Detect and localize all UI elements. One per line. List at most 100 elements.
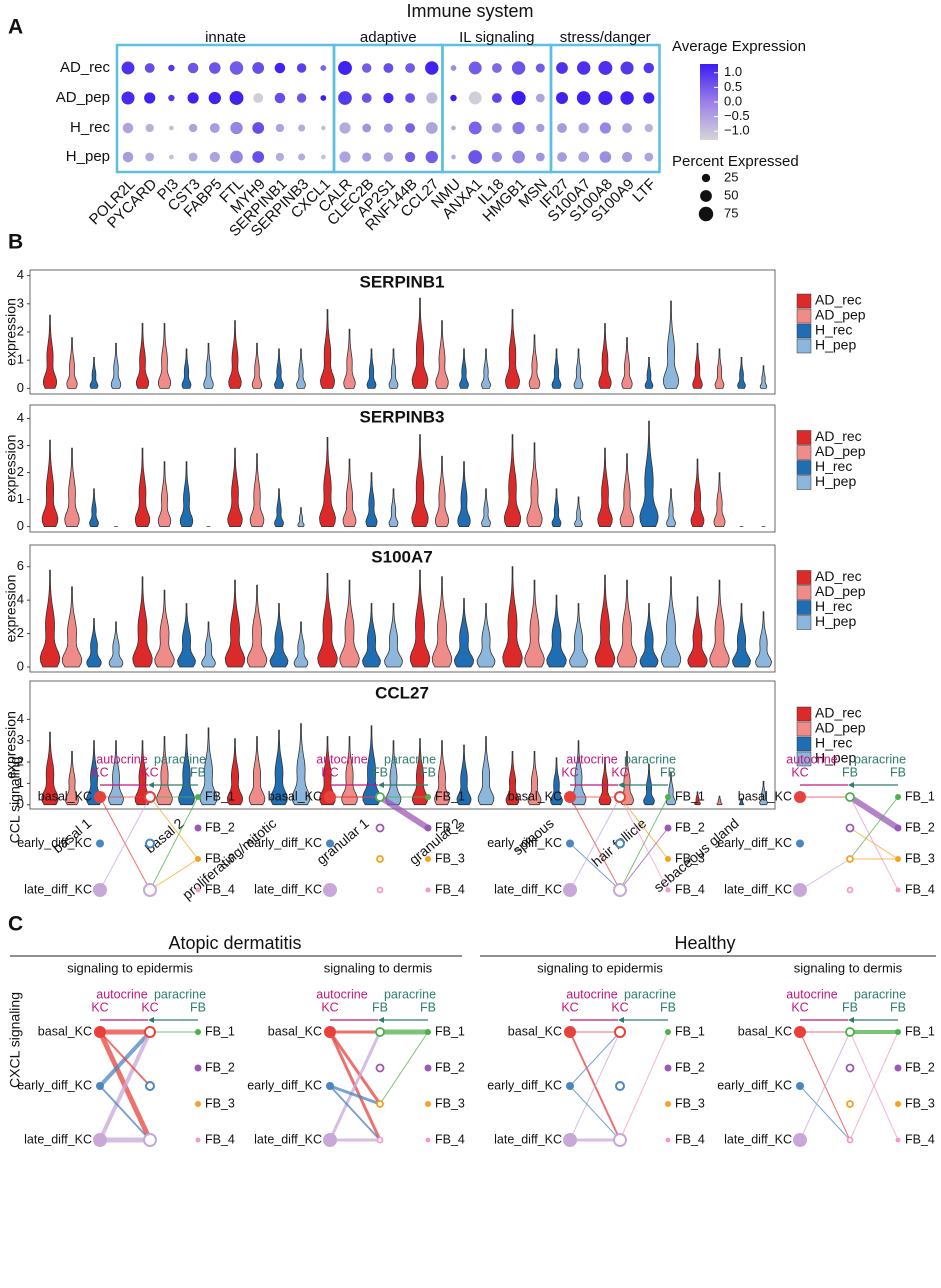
node	[664, 824, 672, 832]
violin	[296, 348, 306, 389]
dot	[491, 123, 502, 133]
color-tick-label: 0.0	[724, 93, 742, 108]
node-label: FB_2	[435, 820, 465, 834]
dot	[229, 61, 244, 75]
header: KC	[611, 765, 628, 779]
violin	[157, 461, 172, 527]
y-axis-label: expression	[3, 298, 19, 366]
row-label: CXCL signaling	[7, 992, 23, 1088]
node	[664, 1064, 672, 1072]
violin	[505, 751, 520, 806]
violin	[619, 453, 635, 527]
header: FB	[190, 765, 206, 779]
node	[195, 1137, 201, 1143]
edge	[149, 796, 199, 860]
violin	[385, 740, 402, 806]
node-label: FB_1	[435, 1024, 465, 1038]
arrowhead	[618, 782, 624, 788]
node-label: basal_KC	[508, 789, 562, 803]
node	[894, 1064, 902, 1072]
arrowhead	[848, 1017, 854, 1023]
violin	[759, 365, 768, 389]
violin	[737, 356, 746, 389]
node	[563, 1133, 577, 1147]
violin	[453, 598, 475, 668]
dot	[404, 151, 416, 163]
node-label: FB_4	[905, 882, 935, 896]
node	[425, 887, 431, 893]
violin	[738, 797, 745, 806]
legend-label: AD_rec	[815, 705, 862, 721]
legend-swatch	[796, 736, 812, 752]
dot	[598, 61, 613, 75]
legend-title: Average Expression	[672, 38, 806, 55]
edge	[569, 1085, 621, 1141]
legend-swatch	[796, 615, 812, 630]
violin	[274, 348, 284, 389]
header: autocrine	[786, 752, 837, 766]
violin	[639, 420, 659, 527]
dot	[230, 121, 243, 135]
violin	[481, 348, 491, 389]
header: autocrine	[96, 752, 147, 766]
node	[665, 1101, 671, 1107]
node	[424, 824, 432, 832]
dot	[145, 152, 155, 162]
dot	[468, 61, 482, 75]
node-label: basal_KC	[268, 789, 322, 803]
arrowhead	[148, 782, 154, 788]
node	[94, 791, 106, 803]
violin	[297, 507, 305, 527]
y-tick-label: 0	[17, 518, 24, 533]
node-label: late_diff_KC	[494, 1132, 562, 1146]
node	[324, 1026, 336, 1038]
header: autocrine	[96, 987, 147, 1001]
dot	[121, 61, 135, 75]
node-label: FB_2	[905, 1060, 935, 1074]
node-label: basal_KC	[268, 1024, 322, 1038]
node-label: basal_KC	[738, 1024, 792, 1038]
y-tick-label: 4	[17, 592, 24, 607]
node	[375, 823, 385, 833]
panel-label: C	[8, 913, 23, 936]
header: autocrine	[566, 752, 617, 766]
violin	[178, 733, 195, 806]
dot	[145, 123, 154, 133]
dot	[383, 92, 394, 104]
violin	[732, 603, 751, 668]
node	[93, 1133, 107, 1147]
dot	[208, 91, 221, 105]
violin	[339, 579, 360, 668]
header: FB	[420, 1000, 436, 1014]
violin	[366, 348, 377, 389]
dot	[599, 122, 611, 134]
violin	[759, 780, 768, 806]
row-label: CCL signaling	[7, 757, 23, 844]
violin	[594, 574, 616, 668]
edge	[149, 858, 199, 891]
violin	[598, 323, 612, 389]
legend-label: H_pep	[815, 473, 856, 489]
dot	[468, 121, 482, 135]
dot	[320, 154, 326, 160]
y-tick-label: 2	[17, 323, 24, 338]
header: paracrine	[384, 752, 436, 766]
dot	[426, 92, 438, 104]
dot	[361, 93, 372, 103]
dot	[188, 152, 198, 162]
violin	[135, 323, 150, 389]
y-axis-label: expression	[3, 711, 19, 779]
node	[96, 1082, 104, 1090]
y-tick-label: 2	[17, 754, 24, 769]
node-label: FB_1	[905, 1024, 935, 1038]
edge	[328, 1030, 382, 1142]
violin	[319, 436, 336, 527]
y-tick-label: 1	[17, 352, 24, 367]
dot	[169, 125, 174, 131]
dot	[491, 63, 502, 73]
node-label: basal_KC	[38, 789, 92, 803]
violin	[666, 488, 676, 527]
dot	[643, 62, 655, 74]
edge	[379, 1031, 429, 1105]
